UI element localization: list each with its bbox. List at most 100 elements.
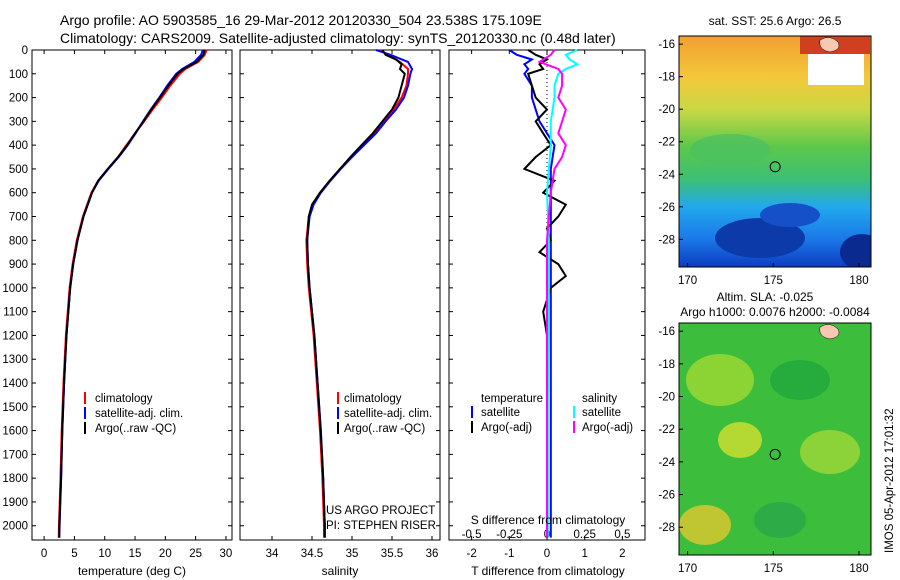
legend-temperature-header: temperature: [481, 393, 543, 405]
map-ytick-label: -24: [658, 169, 675, 181]
ytick-label: 1500: [2, 402, 28, 414]
map-xtick-label: 180: [849, 275, 868, 287]
s-xtick-label: 0.25: [573, 529, 595, 541]
sst-warm-patch: [690, 134, 770, 166]
xtick-label: 30: [220, 548, 233, 560]
xtick-label: -1: [504, 548, 514, 560]
temperature-axes-box: [31, 49, 233, 541]
legend-satellite-adj: satellite-adj. clim.: [95, 408, 183, 420]
xtick-label: 1: [581, 548, 587, 560]
legend-argo: Argo(..raw -QC): [95, 423, 176, 435]
ytick-label: 200: [9, 93, 28, 105]
pi-label: PI: STEPHEN RISER: [326, 520, 436, 532]
project-label: US ARGO PROJECT: [326, 505, 435, 517]
map-ytick-label: -22: [658, 137, 675, 149]
salinity-xlabel: salinity: [322, 564, 359, 578]
salinity-panel: 34 34.5 35 35.5 36 salinity climatology sate…: [239, 49, 441, 578]
map-ytick-label: -18: [658, 72, 675, 84]
sla-high-patch: [686, 354, 754, 406]
ytick-label: 1900: [2, 497, 28, 509]
ytick-label: 100: [9, 69, 28, 81]
map-ytick-label: -18: [658, 359, 675, 371]
s-xtick-label: -0.5: [462, 529, 482, 541]
legend-satellite-adj-2: satellite-adj. clim.: [344, 408, 432, 420]
xtick-label: 15: [129, 548, 142, 560]
sst-missing-data: [808, 50, 864, 85]
xtick-label: 20: [159, 548, 172, 560]
temperature-legend: climatology satellite-adj. clim. Argo(..…: [84, 392, 183, 435]
s-xtick-label: 0.5: [614, 529, 630, 541]
s-diff-xlabel: S difference from climatology: [471, 513, 626, 527]
map-xtick-label: 170: [678, 563, 697, 575]
map-ytick-label: -16: [658, 39, 675, 51]
ytick-label: 400: [9, 140, 28, 152]
map-ytick-label: -16: [658, 326, 675, 338]
ytick-label: 900: [9, 259, 28, 271]
sst-cold-patch: [715, 218, 805, 258]
sla-map-panel: Altim. SLA: -0.025 Argo h1000: 0.0076 h2…: [658, 290, 872, 575]
xtick-label: -2: [466, 548, 476, 560]
legend-salinity-header: salinity: [582, 393, 617, 405]
ytick-label: 1100: [3, 307, 28, 319]
ytick-label: 0: [22, 45, 28, 57]
map-ytick-label: -26: [658, 202, 675, 214]
header-line1: Argo profile: AO 5903585_16 29-Mar-2012 …: [60, 12, 542, 28]
ytick-label: 700: [9, 212, 28, 224]
series-line-argo-raw-qc: [306, 49, 406, 538]
temperature-xlabel: temperature (deg C): [78, 564, 186, 578]
map-ytick-label: -26: [658, 490, 675, 502]
sst-island: [819, 37, 840, 53]
xtick-label: 5: [71, 548, 77, 560]
xtick-label: 10: [98, 548, 111, 560]
ytick-label: 1300: [2, 354, 28, 366]
ytick-label: 1600: [2, 426, 28, 438]
map-ytick-label: -28: [658, 234, 675, 246]
salinity-legend: climatology satellite-adj. clim. Argo(..…: [337, 392, 432, 435]
sst-cold-patch-2: [760, 203, 820, 227]
sst-map-panel: sat. SST: 25.6 Argo: 26.5 170 175 180 -16 -1…: [658, 14, 872, 287]
map-xtick-label: 180: [849, 563, 868, 575]
t-diff-xlabel: T difference from climatology: [471, 564, 625, 578]
difference-legend: temperature salinity satellite Argo(-adj…: [471, 393, 633, 434]
sla-high-patch-2: [718, 422, 762, 458]
sla-high-patch-4: [679, 505, 731, 545]
ytick-label: 1700: [2, 449, 28, 461]
ytick-label: 1800: [2, 473, 28, 485]
sst-cold-patch-3: [840, 234, 871, 267]
legend-t-argo: Argo(-adj): [481, 422, 532, 434]
legend-climatology: climatology: [95, 393, 153, 405]
ytick-label: 1400: [2, 378, 28, 390]
ytick-label: 2000: [2, 521, 28, 533]
map-xtick-label: 175: [764, 563, 783, 575]
sla-low-patch-2: [754, 502, 806, 538]
sla-high-patch-3: [800, 430, 860, 474]
sst-map-title: sat. SST: 25.6 Argo: 26.5: [709, 14, 842, 28]
series-line-s-satellite: [545, 49, 580, 538]
xtick-label: 0: [41, 548, 47, 560]
map-ytick-label: -28: [658, 522, 675, 534]
series-line-s-argo-adj: [537, 49, 567, 538]
ytick-label: 500: [9, 164, 28, 176]
imos-stamp: IMOS 05-Apr-2012 17:01:32: [884, 409, 896, 553]
ytick-label: 600: [9, 188, 28, 200]
map-xtick-label: 175: [764, 275, 783, 287]
map-xtick-label: 170: [678, 275, 697, 287]
map-ytick-label: -20: [658, 392, 675, 404]
argo-location-marker: [769, 161, 781, 173]
argo-location-marker-2: [769, 448, 781, 460]
legend-climatology-2: climatology: [344, 393, 402, 405]
series-line-argo-raw-qc: [58, 49, 206, 538]
temperature-panel: 0100200300400500600700800900100011001200…: [2, 45, 233, 578]
ytick-label: 1200: [2, 330, 28, 342]
legend-s-satellite: satellite: [582, 407, 621, 419]
xtick-label: 2: [619, 548, 625, 560]
xtick-label: 35.5: [381, 548, 403, 560]
legend-s-argo: Argo(-adj): [582, 422, 633, 434]
sla-map-title: Altim. SLA: -0.025: [717, 290, 814, 304]
series-line-t-satellite: [508, 49, 556, 538]
sla-island: [819, 324, 840, 340]
xtick-label: 25: [189, 548, 202, 560]
header-line2: Climatology: CARS2009. Satellite-adjuste…: [60, 30, 616, 46]
